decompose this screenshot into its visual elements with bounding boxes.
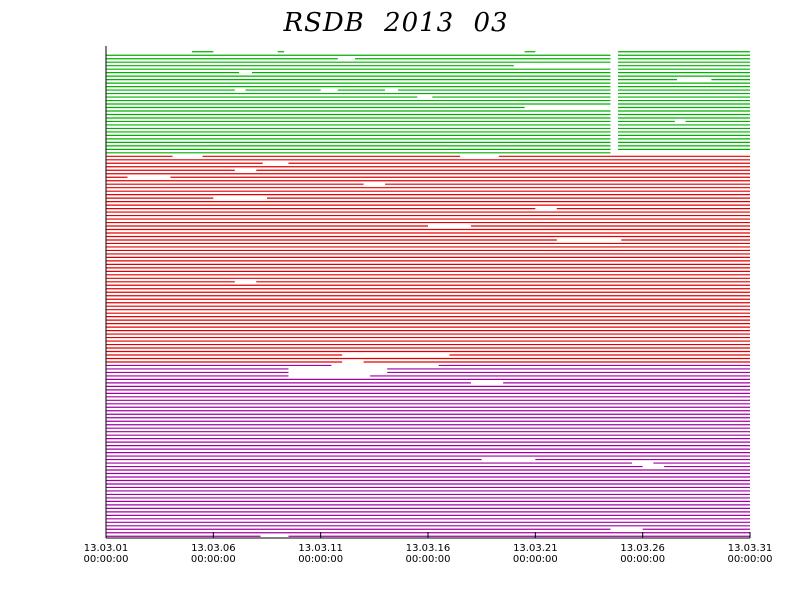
x-tick-label: 13.03.21 00:00:00 [512,543,558,565]
x-tick-label: 13.03.31 00:00:00 [727,543,773,565]
x-tick-label: 13.03.01 00:00:00 [83,543,129,565]
x-tick-label: 13.03.06 00:00:00 [190,543,236,565]
x-tick-label: 13.03.16 00:00:00 [405,543,451,565]
x-tick-label: 13.03.11 00:00:00 [298,543,344,565]
chart-title: RSDB 2013 03 [283,8,509,38]
x-tick-label: 13.03.26 00:00:00 [620,543,666,565]
